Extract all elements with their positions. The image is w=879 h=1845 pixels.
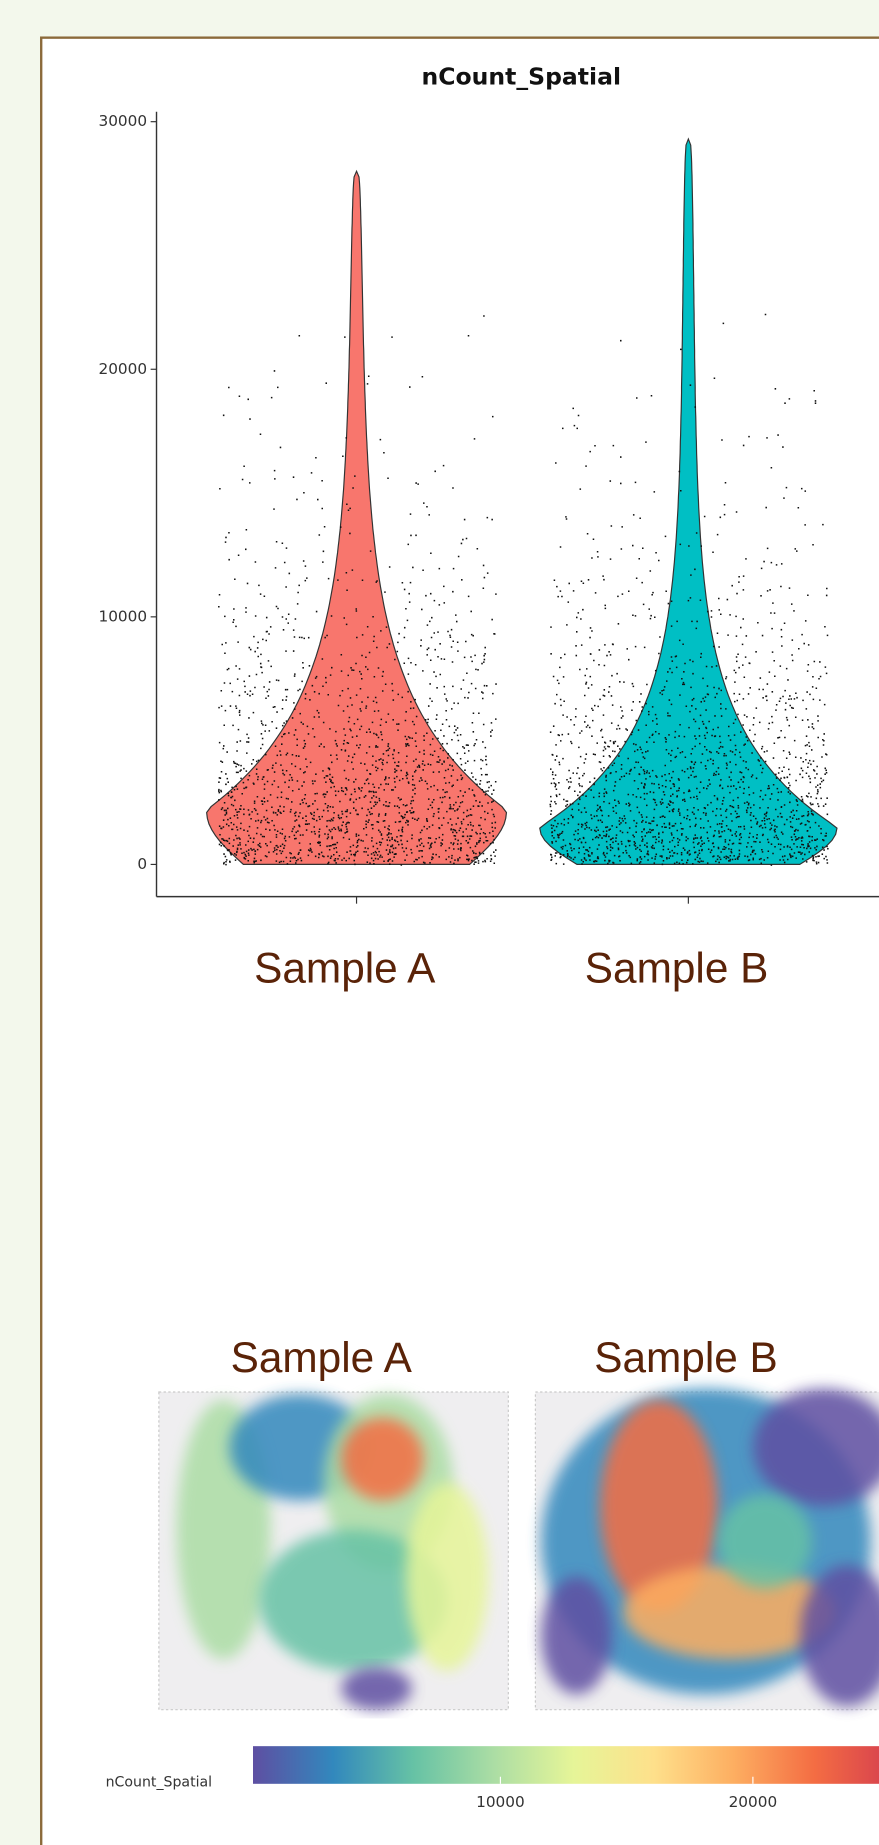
y-tick-label: 30000 [98,112,147,130]
panel-title: Sample A [231,1334,413,1381]
tissue-spots [541,1577,612,1695]
colorbar [253,1746,879,1784]
category-label: Sample A [254,945,436,992]
colorbar-label: nCount_Spatial [106,1775,212,1791]
y-tick-label: 20000 [98,360,147,378]
figure: nCount_Spatial Sample A Sample B Sample A… [0,0,879,1845]
panel-title: Sample B [594,1334,778,1381]
y-tick-label: 0 [137,855,147,873]
tissue-spots [718,1494,812,1588]
chart-title: nCount_Spatial [422,63,622,91]
tissue-spots [341,1418,423,1500]
category-label: Sample B [585,945,769,992]
y-tick-label: 10000 [98,607,147,625]
colorbar-tick-label: 10000 [476,1793,525,1811]
tissue-spots [341,1667,412,1709]
page: {"chart_data": [ {"type": "violin", "tit… [0,0,879,1845]
colorbar-tick-label: 20000 [729,1793,778,1811]
tissue-spots [406,1483,488,1671]
